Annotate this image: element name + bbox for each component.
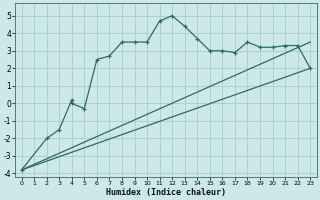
X-axis label: Humidex (Indice chaleur): Humidex (Indice chaleur) xyxy=(106,188,226,197)
